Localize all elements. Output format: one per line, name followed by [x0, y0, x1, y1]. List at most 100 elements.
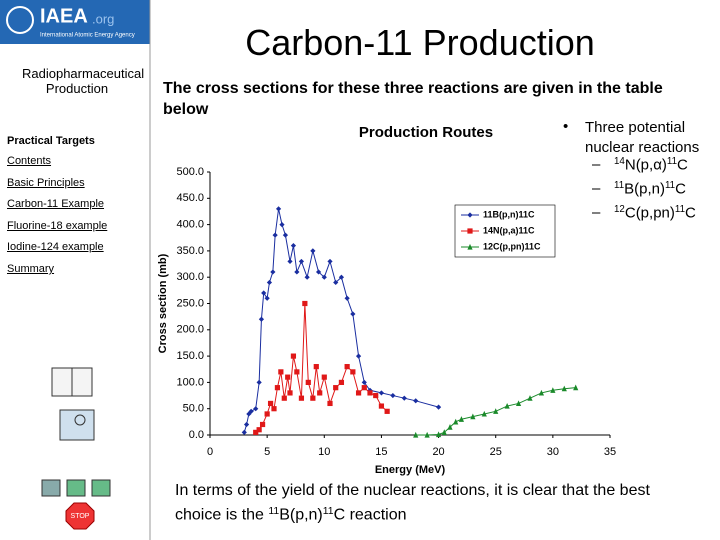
nav-buttons[interactable]: STOP — [41, 479, 111, 530]
marker — [355, 390, 362, 396]
y-tick-label: 400.0 — [176, 219, 204, 231]
marker — [321, 374, 327, 380]
marker — [327, 258, 333, 265]
marker — [258, 316, 265, 322]
marker — [561, 385, 567, 392]
marker — [285, 374, 291, 380]
sidebar-link[interactable]: Fluorine-18 example — [7, 220, 108, 232]
marker — [361, 385, 367, 391]
series-line — [255, 303, 388, 433]
marker — [350, 369, 356, 375]
marker — [266, 279, 273, 286]
y-tick-label: 500.0 — [176, 166, 204, 178]
stop-label[interactable]: STOP — [71, 513, 90, 520]
marker — [259, 421, 266, 428]
marker — [378, 390, 385, 396]
intro-text: The cross sections for these three react… — [163, 80, 663, 118]
y-tick-label: 0.0 — [189, 429, 204, 441]
marker — [344, 364, 350, 370]
nav-forward[interactable] — [91, 479, 111, 497]
marker — [355, 353, 362, 359]
marker — [253, 429, 259, 435]
marker — [279, 222, 285, 228]
x-tick-label: 5 — [264, 446, 270, 458]
marker — [313, 364, 319, 370]
marker — [378, 403, 385, 409]
marker — [310, 248, 316, 254]
reaction: 12C(p,pn)11C — [592, 204, 696, 222]
sidebar-link[interactable]: Carbon-11 Example — [7, 198, 105, 210]
x-axis-label: Energy (MeV) — [375, 464, 446, 476]
marker — [350, 311, 356, 317]
y-tick-label: 250.0 — [176, 297, 204, 309]
marker — [275, 206, 282, 212]
reaction-part: 11 — [666, 156, 677, 167]
conclusion-text: In terms of the yield of the nuclear rea… — [175, 482, 650, 524]
marker — [298, 258, 305, 265]
conclusion: In terms of the yield of the nuclear rea… — [175, 480, 695, 526]
y-tick-label: 200.0 — [176, 324, 204, 336]
marker — [274, 385, 281, 391]
sidebar-link[interactable]: Basic Principles — [7, 177, 85, 189]
logo-suffix: .org — [92, 11, 114, 26]
legend-label: 11B(p,n)11C — [483, 209, 535, 219]
series-line — [243, 208, 439, 433]
x-tick-label: 25 — [490, 446, 502, 458]
marker — [550, 387, 556, 393]
marker — [458, 416, 465, 422]
marker — [243, 421, 250, 428]
marker — [278, 369, 284, 375]
x-tick-label: 35 — [604, 446, 616, 458]
marker — [272, 232, 278, 238]
marker — [367, 390, 373, 396]
reaction-part: N(p,α) — [624, 156, 667, 174]
marker — [504, 402, 510, 409]
sidebar-link[interactable]: Contents — [7, 155, 52, 167]
marker — [447, 424, 453, 430]
x-tick-label: 15 — [375, 446, 387, 458]
reaction-part: C — [685, 204, 696, 222]
marker — [310, 395, 316, 401]
y-axis-label: Cross section (mb) — [157, 253, 169, 353]
conclusion-text: B(p,n) — [279, 506, 323, 524]
marker — [413, 398, 419, 404]
marker — [453, 418, 459, 425]
marker — [287, 390, 293, 396]
marker — [344, 295, 350, 301]
marker — [538, 389, 545, 396]
marker — [304, 274, 310, 280]
marker — [315, 269, 322, 275]
marker — [305, 379, 311, 385]
conclusion-text: C reaction — [333, 506, 407, 524]
stop-button[interactable] — [65, 502, 95, 530]
sidebar-link[interactable]: Iodine-124 example — [7, 241, 104, 253]
marker — [333, 385, 339, 391]
marker — [253, 406, 259, 412]
nav-back[interactable] — [66, 479, 86, 497]
conclusion-sup: 11 — [268, 506, 280, 517]
reaction-part: 11 — [614, 180, 625, 191]
marker — [248, 408, 254, 414]
reaction-part: 11 — [664, 180, 676, 191]
marker — [267, 400, 274, 407]
marker — [424, 431, 430, 438]
marker — [298, 395, 305, 401]
marker — [287, 258, 293, 265]
logo-emblem — [6, 6, 34, 34]
x-tick-label: 30 — [547, 446, 559, 458]
marker — [317, 390, 323, 396]
sidebar-link[interactable]: Summary — [7, 263, 55, 275]
reaction: 11B(p,n)11C — [592, 180, 686, 197]
marker — [264, 295, 270, 301]
logo-name: IAEA — [40, 5, 88, 27]
marker — [467, 243, 473, 250]
marker — [467, 212, 473, 218]
marker — [261, 290, 267, 296]
marker — [271, 406, 277, 412]
reaction-part: C(p,pn) — [624, 204, 675, 222]
slide-title: Carbon-11 Production — [245, 22, 595, 63]
marker — [264, 411, 270, 417]
bullet-glyph: • — [563, 118, 569, 135]
nav-home[interactable] — [41, 479, 61, 497]
